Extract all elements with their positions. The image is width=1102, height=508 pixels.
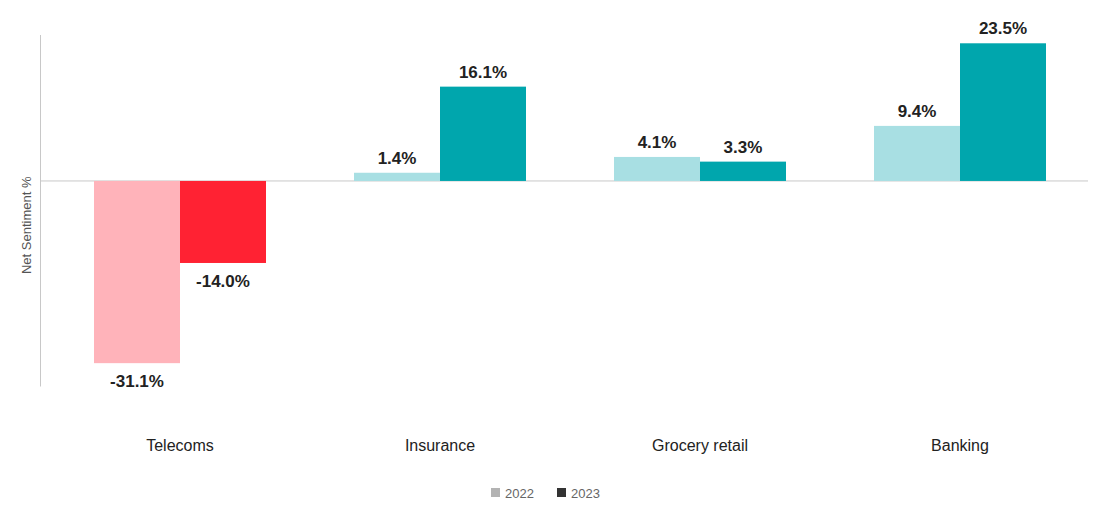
data-label: 9.4% [898,102,937,121]
y-axis-title: Net Sentiment % [19,176,34,274]
data-label: 1.4% [378,149,417,168]
x-tick: Insurance [405,437,475,454]
x-tick: Banking [931,437,989,454]
bar [180,181,266,263]
bar [614,157,700,181]
legend-label: 2022 [505,486,534,501]
bar [700,162,786,181]
bar [874,126,960,181]
legend-swatch [491,488,500,497]
x-tick: Telecoms [146,437,214,454]
x-tick: Grocery retail [652,437,748,454]
legend-label: 2023 [571,486,600,501]
legend-item: 2023 [557,486,600,501]
bars [94,43,1046,363]
bar [960,43,1046,181]
data-label: 4.1% [638,133,677,152]
data-label: 3.3% [724,138,763,157]
legend-item: 2022 [491,486,534,501]
data-label: -31.1% [110,372,164,391]
x-axis: Telecoms Insurance Grocery retail Banking [146,437,989,454]
data-label: 16.1% [459,63,507,82]
data-label: -14.0% [196,272,250,291]
bar [440,87,526,181]
y-axis [40,35,42,387]
x-tick-label: Telecoms [146,437,214,454]
x-tick-label: Insurance [405,437,475,454]
bar [354,173,440,181]
chart: Net Sentiment % Telecoms Insurance Grocery … [0,0,1102,508]
x-tick-label: Banking [931,437,989,454]
data-label: 23.5% [979,19,1027,38]
legend: 2022 2023 [491,486,600,501]
data-labels: -31.1% 1.4% 4.1% 9.4% -14.0% 16.1% 3.3% 23.5% [110,19,1027,391]
y-axis-line [40,35,41,387]
x-tick-label: Grocery retail [652,437,748,454]
legend-swatch [557,488,566,497]
bar [94,181,180,363]
